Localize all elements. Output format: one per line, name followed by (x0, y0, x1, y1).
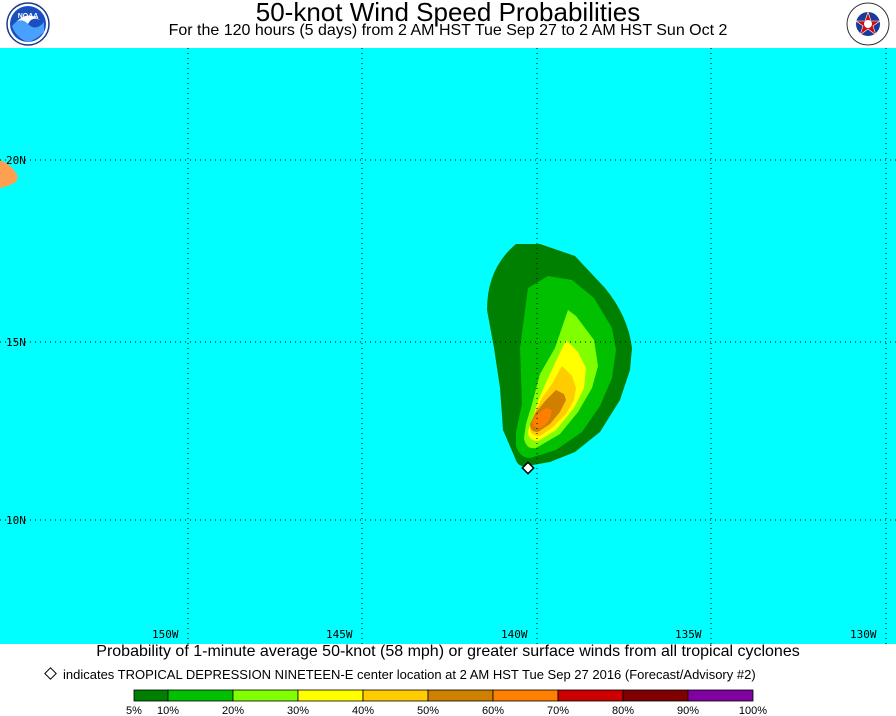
noaa-logo-text: NOAA (18, 13, 39, 20)
legend-swatch (492, 689, 559, 702)
legend-label: 80% (612, 705, 634, 716)
legend-swatch (687, 689, 754, 702)
legend-swatch (167, 689, 234, 702)
lon-label-140w: 140W (501, 628, 528, 641)
legend-label: 40% (352, 705, 374, 716)
lon-label-150w: 150W (152, 628, 179, 641)
lat-label-20n: 20N (6, 154, 26, 167)
lat-label-10n: 10N (6, 514, 26, 527)
marker-note-text: indicates TROPICAL DEPRESSION NINETEEN-E… (63, 667, 756, 682)
legend-label: 100% (739, 705, 767, 716)
legend-label: 10% (157, 705, 179, 716)
lat-label-15n: 15N (6, 336, 26, 349)
marker-note: indicates TROPICAL DEPRESSION NINETEEN-E… (42, 667, 756, 683)
lon-label-135w: 135W (675, 628, 702, 641)
nws-logo (846, 2, 890, 46)
noaa-logo: NOAA (6, 2, 50, 46)
storm-center-marker (521, 461, 535, 475)
probability-legend: 5% 10% 20% 30% 40% 50% 60% 70% 80% 90% 100% (126, 689, 767, 716)
legend-label: 30% (287, 705, 309, 716)
lon-label-145w: 145W (326, 628, 353, 641)
legend-label: 90% (677, 705, 699, 716)
legend-swatch (362, 689, 429, 702)
hawaii-island (0, 160, 18, 188)
legend-swatch (133, 689, 169, 702)
legend-swatch (297, 689, 364, 702)
legend-label: 20% (222, 705, 244, 716)
lon-label-130w: 130W (850, 628, 877, 641)
diamond-icon (44, 667, 57, 680)
ocean-background (0, 48, 896, 644)
legend-swatch (557, 689, 624, 702)
map-title: 50-knot Wind Speed Probabilities (255, 0, 641, 27)
legend-label: 50% (417, 705, 439, 716)
legend-label: 5% (126, 705, 142, 716)
legend-swatch (232, 689, 299, 702)
map-caption: Probability of 1-minute average 50-knot … (96, 643, 800, 660)
map-subtitle: For the 120 hours (5 days) from 2 AM HST… (168, 22, 728, 39)
legend-label: 60% (482, 705, 504, 716)
legend-label: 70% (547, 705, 569, 716)
probability-contours (487, 244, 632, 467)
legend-swatch (427, 689, 494, 702)
contour-60-percent (532, 408, 552, 428)
legend-swatch (622, 689, 689, 702)
probability-map: 20N 15N 10N 150W 145W 140W 135W 130W (0, 48, 896, 644)
